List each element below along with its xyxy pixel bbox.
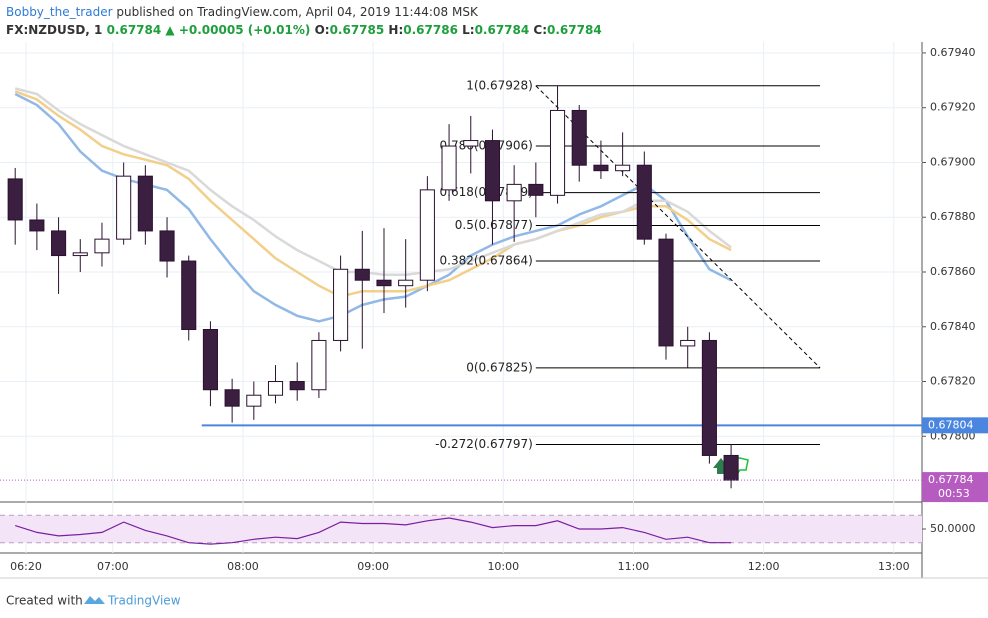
fib-label: -0.272(0.67797) <box>435 437 533 451</box>
logo <box>84 596 105 604</box>
published: published on TradingView.com, April 04, … <box>116 5 479 19</box>
candle-body <box>680 339 696 347</box>
ohlc-value: 0.67785 <box>330 23 385 37</box>
symbol-line: FX:NZDUSD, 1 0.67784 ▲ +0.00005 (+0.01%)… <box>6 23 602 37</box>
candle-body <box>94 238 110 254</box>
moving-average <box>14 92 732 323</box>
y-tick-label: 0.67820 <box>930 375 976 388</box>
candle-body <box>528 183 544 196</box>
x-tick-label: 07:00 <box>97 560 129 573</box>
fib-label: 0(0.67825) <box>466 360 533 374</box>
last-price-label: 0.67784 <box>928 473 974 486</box>
ohlc-label: H: <box>388 23 403 37</box>
ohlc-value: 0.67786 <box>403 23 458 37</box>
y-tick-label: 0.67920 <box>930 101 976 114</box>
candle-body <box>376 279 392 287</box>
rsi-band <box>0 515 922 543</box>
candle-body <box>484 140 501 202</box>
candle-body <box>181 260 197 330</box>
ohlc-label: L: <box>462 23 474 37</box>
candle-body <box>224 389 240 407</box>
rsi-line <box>15 517 732 545</box>
candle-body <box>506 183 522 202</box>
moving-average <box>14 90 732 298</box>
candle-body <box>311 339 327 391</box>
header-line: Bobby_the_trader published on TradingVie… <box>6 5 479 19</box>
candle-body <box>463 140 479 147</box>
last: 0.67784 <box>107 23 162 37</box>
footer: Created with TradingView <box>6 594 181 608</box>
up-arrow: ▲ <box>165 23 175 37</box>
candle-body <box>116 175 132 240</box>
candle-body <box>441 145 457 191</box>
candle-body <box>267 381 284 396</box>
candle-body <box>658 238 674 347</box>
candle-body <box>615 164 631 172</box>
candle-body <box>289 381 305 391</box>
y-tick-label: 0.67900 <box>930 155 976 168</box>
x-tick-label: 06:20 <box>10 560 42 573</box>
x-tick-label: 10:00 <box>487 560 519 573</box>
candle-body <box>571 109 587 166</box>
candle-body <box>419 189 435 281</box>
grid <box>0 42 922 553</box>
fib-label: 0.5(0.67877) <box>455 218 533 232</box>
moving-average <box>14 87 732 276</box>
y-tick-label: 0.67880 <box>930 210 976 223</box>
candle-body <box>593 164 609 172</box>
candle-body <box>636 164 652 240</box>
ohlc-value: 0.67784 <box>547 23 602 37</box>
fib-label: 0.382(0.67864) <box>440 254 533 268</box>
y-tick-label: 0.67940 <box>930 46 976 59</box>
support-label: 0.67804 <box>928 418 974 431</box>
candle-body <box>7 178 23 221</box>
rsi-tick-label: 50.0000 <box>930 522 976 535</box>
candle-body <box>723 454 739 481</box>
ohlc-label: C: <box>533 23 547 37</box>
last-price-box <box>922 472 988 503</box>
candle-body <box>246 394 262 407</box>
x-tick-label: 12:00 <box>748 560 780 573</box>
y-tick-label: 0.67840 <box>930 320 976 333</box>
candle-body <box>159 230 175 262</box>
symbol: FX:NZDUSD, 1 <box>6 23 102 37</box>
candle-body <box>29 219 45 232</box>
candle-body <box>51 230 67 257</box>
ohlc-label: O: <box>315 23 330 37</box>
fib-label: 1(0.67928) <box>466 78 533 92</box>
candle-body <box>202 329 218 391</box>
x-tick-label: 09:00 <box>357 560 389 573</box>
change: +0.00005 (+0.01%) <box>179 23 311 37</box>
candle-body <box>72 252 88 257</box>
candle-body <box>354 268 370 281</box>
x-tick-label: 08:00 <box>227 560 259 573</box>
ohlc-value: 0.67784 <box>475 23 530 37</box>
candle-body <box>701 339 717 456</box>
candle-body <box>137 175 153 232</box>
footer-text: Created with <box>6 594 83 608</box>
candle-body <box>549 109 566 196</box>
support-label-box <box>922 417 988 434</box>
y-tick-label: 0.67860 <box>930 265 976 278</box>
candle-body <box>333 268 349 341</box>
countdown-label: 00:53 <box>938 487 970 500</box>
x-tick-label: 13:00 <box>878 560 910 573</box>
author[interactable]: Bobby_the_trader <box>6 5 113 19</box>
footer-brand[interactable]: TradingView <box>107 594 181 608</box>
candle-body <box>398 279 414 287</box>
x-tick-label: 11:00 <box>618 560 650 573</box>
